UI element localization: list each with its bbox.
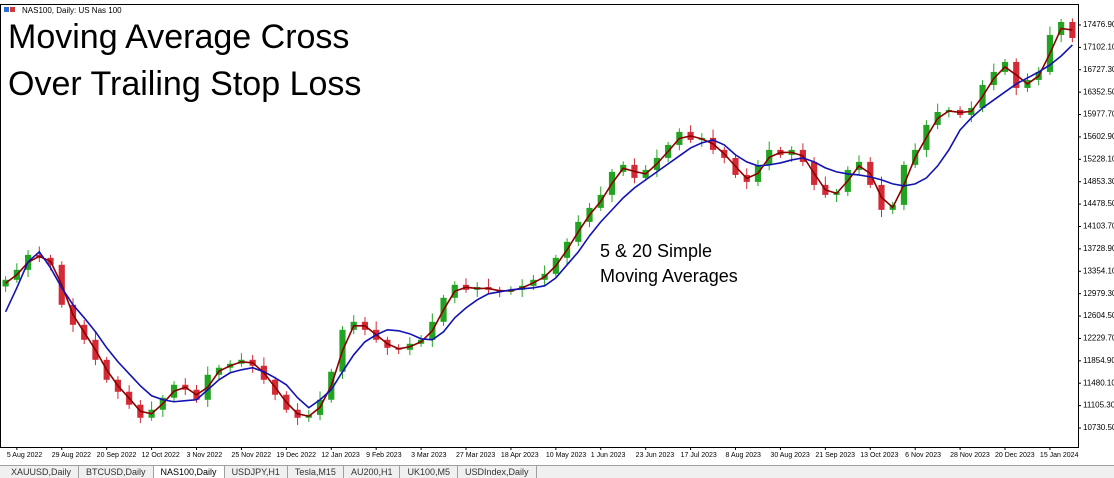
x-tick-label: 27 Mar 2023 <box>456 452 495 459</box>
y-tick-label: 16727.30 <box>1083 65 1114 74</box>
symbol-icon <box>4 7 15 12</box>
chart-tab[interactable]: USDJPY,H1 <box>225 466 288 478</box>
y-tick-label: 10730.50 <box>1083 423 1114 432</box>
x-tick-label: 23 Jun 2023 <box>636 452 675 459</box>
chart-tab[interactable]: XAUUSD,Daily <box>4 466 80 478</box>
chart-tab[interactable]: AU200,H1 <box>344 466 401 478</box>
chart-tab[interactable]: Tesla,M15 <box>288 466 344 478</box>
moving-average-line <box>4 44 1073 409</box>
chart: NAS100, Daily: US Nas 100 17476.90 17102.… <box>0 4 1114 459</box>
x-tick-label: 12 Oct 2022 <box>142 452 180 459</box>
x-tick-label: 25 Nov 2022 <box>231 452 271 459</box>
x-tick-label: 8 Aug 2023 <box>726 452 762 459</box>
y-tick-label: 17102.10 <box>1083 42 1114 51</box>
tab-bar: XAUUSD,Daily BTCUSD,Daily NAS100,Daily USDJ… <box>0 465 1114 478</box>
moving-average-line <box>5 27 1073 418</box>
annotation: Moving Averages <box>600 266 738 286</box>
x-tick-label: 30 Aug 2023 <box>770 452 809 459</box>
y-tick-label: 13354.10 <box>1083 266 1114 275</box>
chart-title: Moving Average Cross <box>8 18 349 56</box>
x-tick-label: 5 Aug 2022 <box>7 452 43 459</box>
y-tick-label: 13728.90 <box>1083 244 1114 253</box>
y-tick-label: 15977.70 <box>1083 110 1114 119</box>
y-tick-label: 15228.10 <box>1083 154 1114 163</box>
y-tick-label: 14103.70 <box>1083 222 1114 231</box>
x-tick-label: 3 Nov 2022 <box>187 452 223 459</box>
x-tick-label: 6 Nov 2023 <box>905 452 941 459</box>
x-tick-label: 18 Apr 2023 <box>501 452 539 459</box>
y-tick-label: 12979.30 <box>1083 289 1114 298</box>
x-tick-label: 12 Jan 2023 <box>321 452 360 459</box>
x-tick-label: 9 Feb 2023 <box>366 452 402 459</box>
annotation: 5 & 20 Simple <box>600 241 712 261</box>
x-tick-label: 21 Sep 2023 <box>815 452 855 459</box>
chart-tab[interactable]: BTCUSD,Daily <box>79 466 154 478</box>
y-tick-label: 17476.90 <box>1083 20 1114 29</box>
x-tick-label: 28 Nov 2023 <box>950 452 990 459</box>
x-tick-label: 1 Jun 2023 <box>591 452 626 459</box>
symbol-header: NAS100, Daily: US Nas 100 <box>22 6 122 15</box>
chart-tab[interactable]: USDIndex,Daily <box>458 466 537 478</box>
y-tick-label: 11105.30 <box>1083 401 1114 410</box>
x-tick-label: 10 May 2023 <box>546 452 587 459</box>
x-tick-label: 17 Jul 2023 <box>681 452 717 459</box>
y-tick-label: 16352.50 <box>1083 87 1114 96</box>
y-tick-label: 11854.90 <box>1083 356 1114 365</box>
x-tick-label: 15 Jan 2024 <box>1040 452 1079 459</box>
y-tick-label: 12229.70 <box>1083 334 1114 343</box>
y-tick-label: 14853.30 <box>1083 177 1114 186</box>
x-tick-label: 13 Oct 2023 <box>860 452 898 459</box>
x-tick-label: 19 Dec 2022 <box>276 452 316 459</box>
x-tick-label: 3 Mar 2023 <box>411 452 447 459</box>
chart-tab[interactable]: NAS100,Daily <box>153 466 225 478</box>
y-tick-label: 11480.10 <box>1083 378 1114 387</box>
y-tick-label: 12604.50 <box>1083 311 1114 320</box>
y-tick-label: 14478.50 <box>1083 199 1114 208</box>
x-tick-label: 20 Sep 2022 <box>97 452 137 459</box>
chart-tab[interactable]: UK100,M5 <box>400 466 459 478</box>
x-tick-label: 29 Aug 2022 <box>52 452 91 459</box>
y-tick-label: 15602.90 <box>1083 132 1114 141</box>
chart-title: Over Trailing Stop Loss <box>8 65 361 103</box>
candle-body <box>2 279 9 287</box>
x-tick-label: 20 Dec 2023 <box>995 452 1035 459</box>
